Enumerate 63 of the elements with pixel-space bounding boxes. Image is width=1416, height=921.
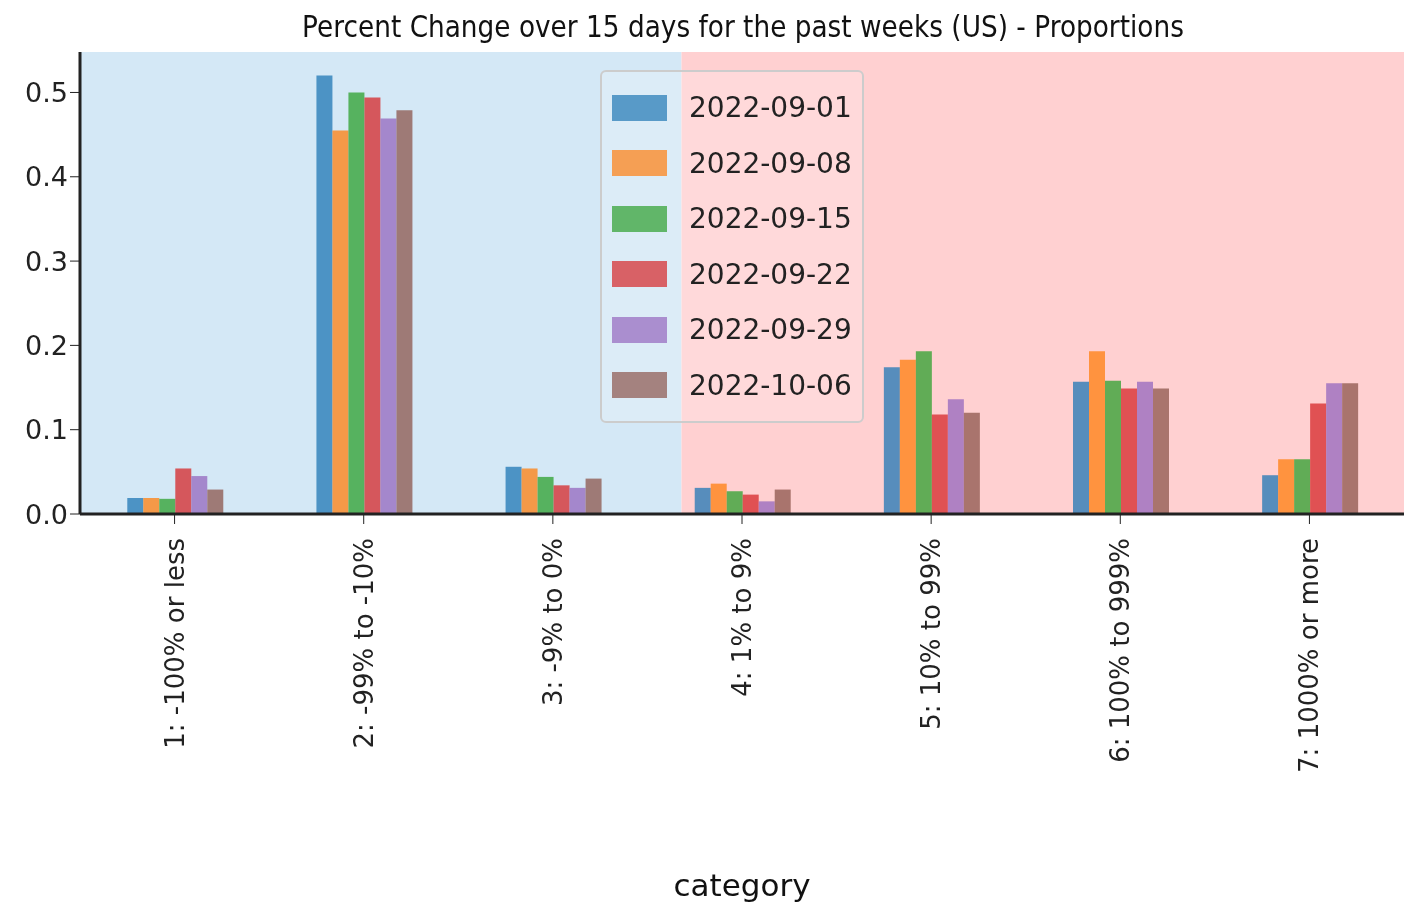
y-tick-label: 0.3 <box>25 245 68 277</box>
legend-label: 2022-09-01 <box>689 91 852 125</box>
x-tick-label: 7: 1000% or more <box>1294 538 1325 773</box>
bar <box>947 399 964 514</box>
legend-label: 2022-09-15 <box>689 202 852 236</box>
bar <box>1326 383 1343 514</box>
bar <box>883 367 900 514</box>
y-tick-label: 0.4 <box>25 161 68 193</box>
bar <box>585 478 602 514</box>
bar <box>537 476 554 514</box>
bar <box>380 118 397 514</box>
x-tick-label: 1: -100% or less <box>159 538 190 749</box>
x-tick-label: 3: -9% to 0% <box>537 538 568 707</box>
x-tick-label: 2: -99% to -10% <box>348 538 379 749</box>
bar <box>191 476 208 514</box>
bar <box>505 466 522 514</box>
bar <box>553 485 570 514</box>
bar <box>1262 475 1279 514</box>
legend-label: 2022-09-29 <box>689 313 852 347</box>
bar <box>774 489 791 514</box>
bar <box>726 491 743 514</box>
bar <box>1310 403 1327 514</box>
bar <box>1294 459 1311 514</box>
bar <box>1121 388 1137 514</box>
bar <box>915 351 932 514</box>
legend-label: 2022-09-22 <box>689 257 852 291</box>
bar <box>710 483 727 514</box>
bar <box>348 92 365 514</box>
bar <box>159 498 176 514</box>
bar <box>1089 351 1105 514</box>
bar <box>316 75 333 514</box>
y-tick-label: 0.2 <box>25 329 68 361</box>
y-tick-label: 0.0 <box>25 498 68 530</box>
bar <box>332 130 349 514</box>
bar <box>143 497 160 514</box>
bar <box>364 97 381 514</box>
y-tick-label: 0.1 <box>25 414 68 446</box>
bar <box>742 494 759 514</box>
legend-label: 2022-09-08 <box>689 146 852 180</box>
bar <box>963 412 980 514</box>
x-tick-label: 5: 10% to 99% <box>916 538 947 730</box>
bar <box>1073 381 1089 514</box>
legend-label: 2022-10-06 <box>689 368 852 402</box>
bar <box>931 414 948 514</box>
bar <box>694 487 711 514</box>
bar <box>207 489 224 514</box>
bar <box>1105 380 1121 514</box>
y-tick-label: 0.5 <box>25 77 68 109</box>
x-axis-title: category <box>673 867 811 903</box>
chart-title: Percent Change over 15 days for the past weeks (US) - Proportions <box>301 8 1185 44</box>
bar <box>899 359 916 514</box>
bar <box>127 497 144 514</box>
bar <box>1137 381 1153 514</box>
x-tick-label: 4: 1% to 9% <box>727 538 757 697</box>
bar <box>1153 388 1169 514</box>
bar <box>396 110 413 514</box>
bar <box>1278 459 1295 514</box>
bar <box>1342 383 1359 514</box>
bar <box>569 487 586 514</box>
x-tick-label: 6: 100% to 999% <box>1105 538 1136 763</box>
bar <box>758 501 775 514</box>
bar <box>175 468 192 514</box>
bar <box>521 468 538 514</box>
